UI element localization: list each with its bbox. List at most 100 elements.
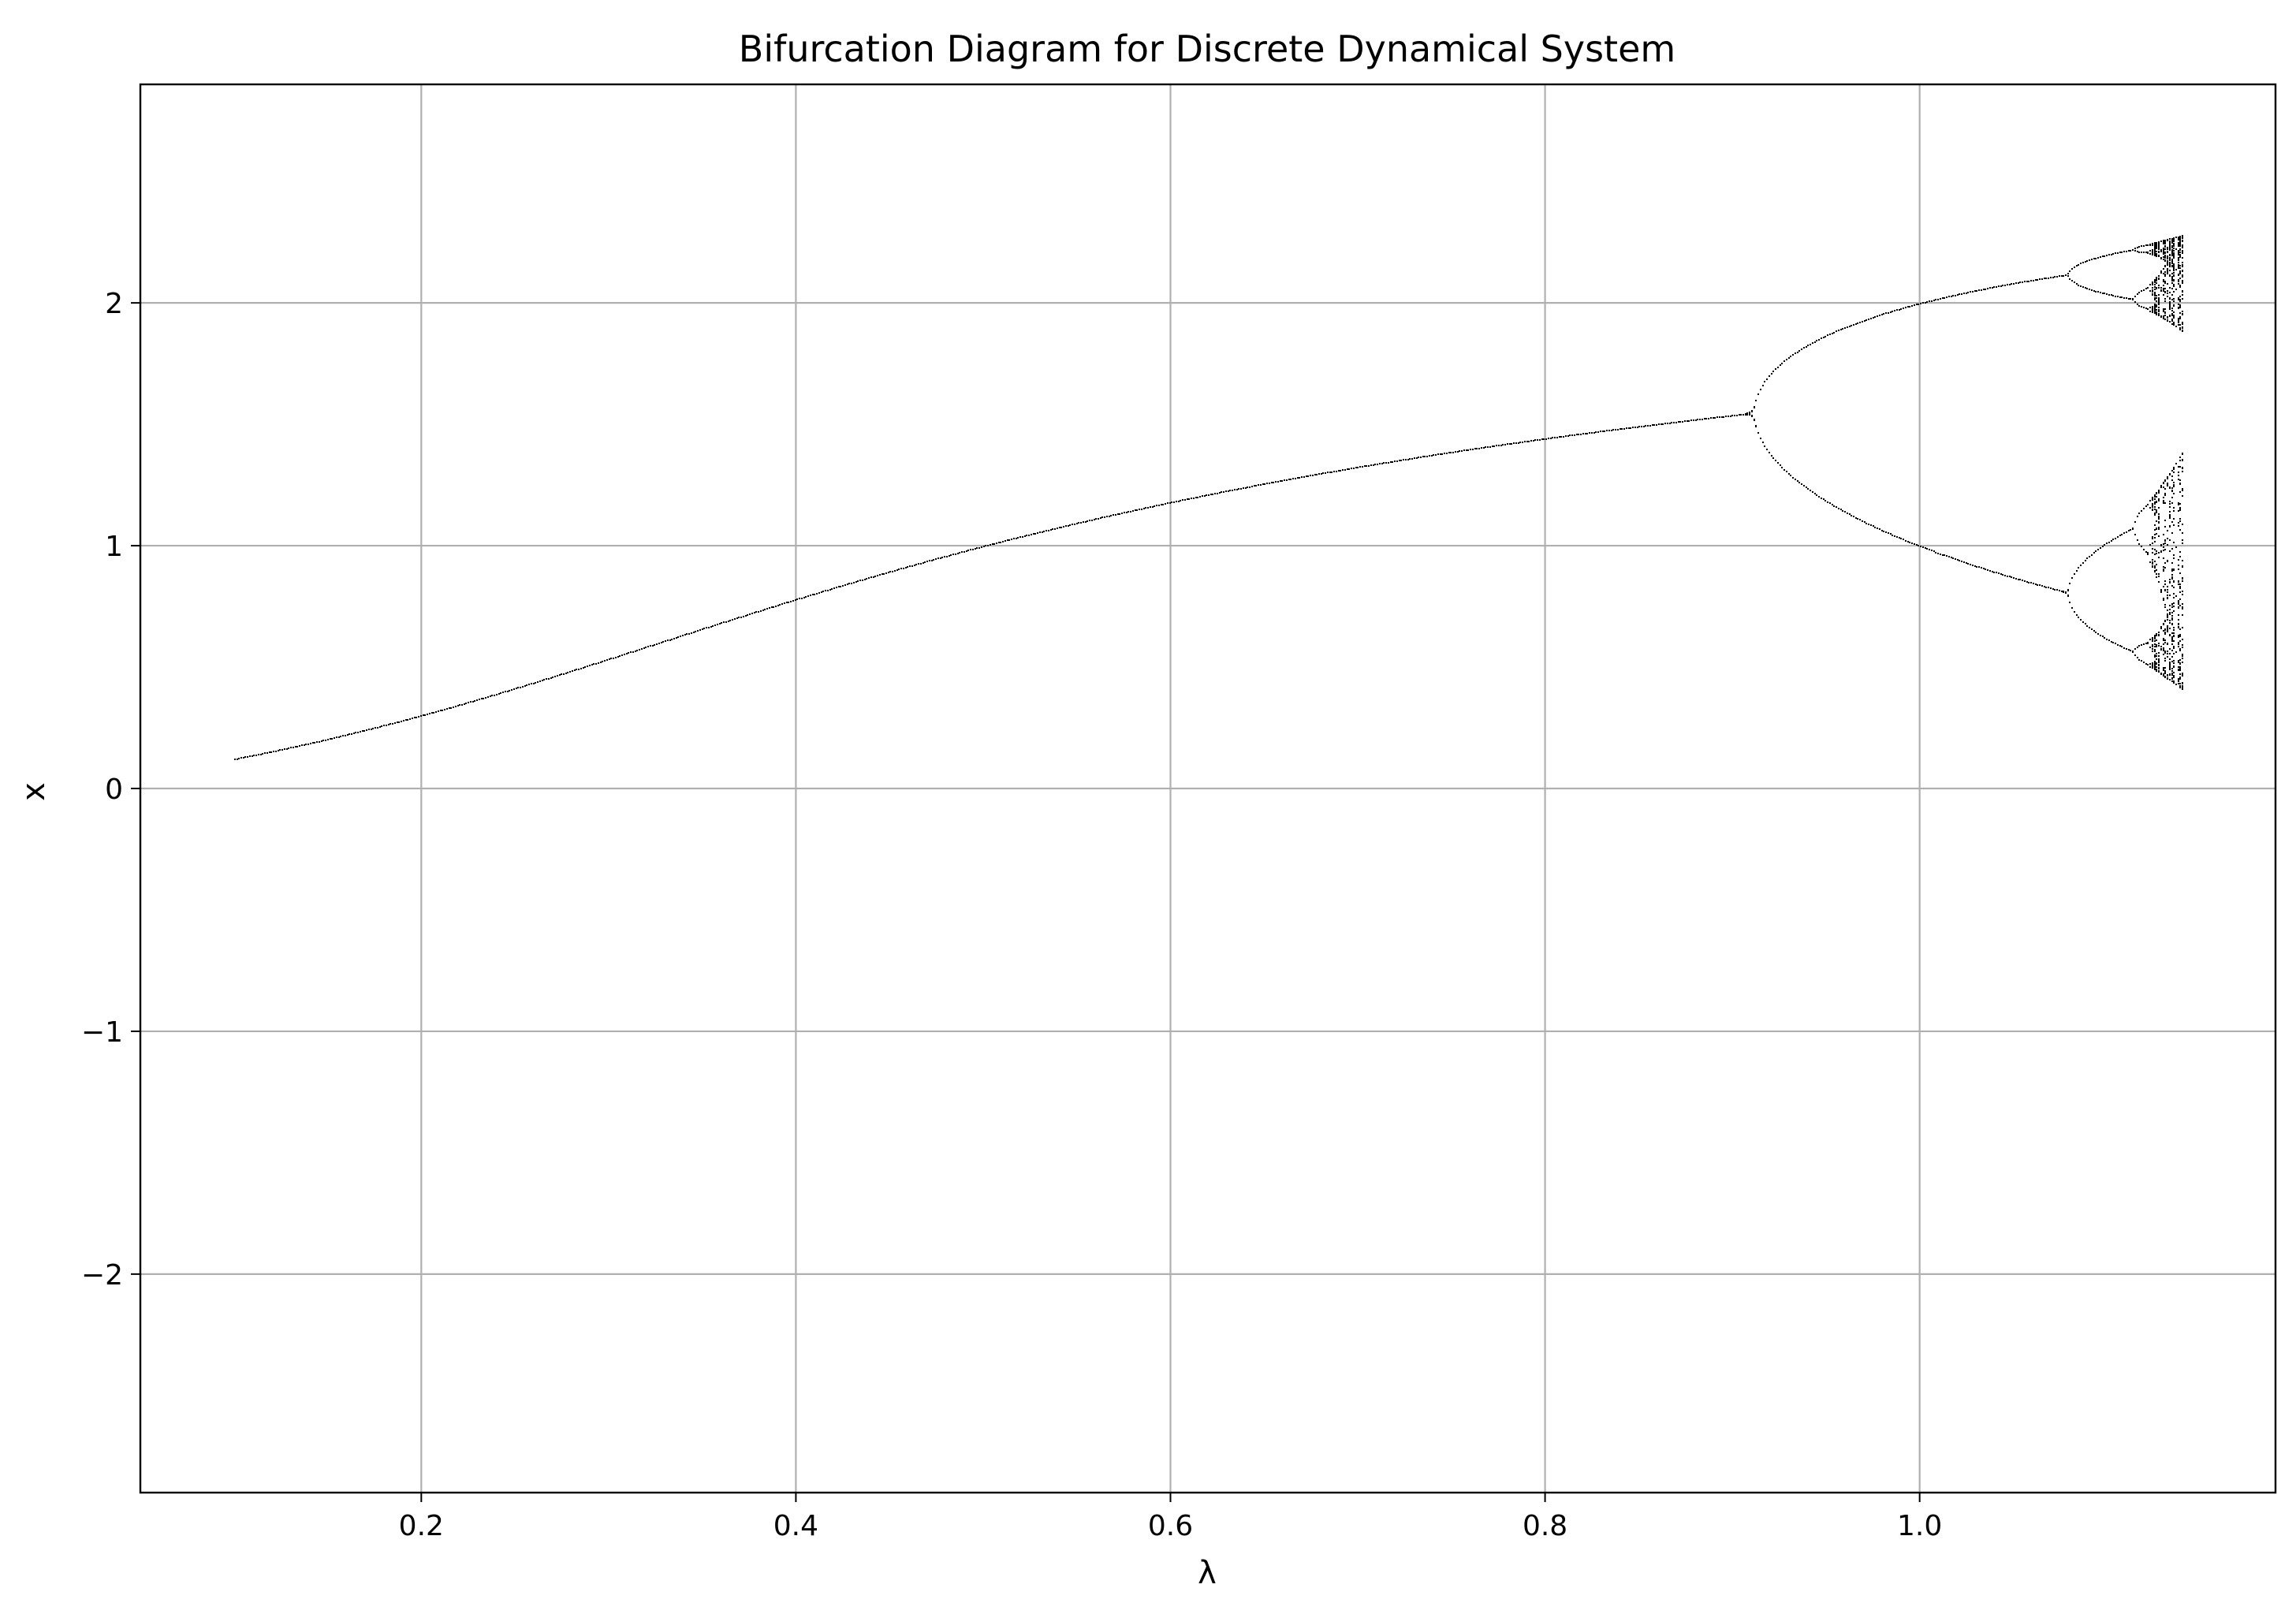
data-point bbox=[1772, 371, 1774, 372]
data-point bbox=[2171, 570, 2173, 572]
data-point bbox=[1771, 455, 1772, 457]
data-point bbox=[2173, 240, 2175, 242]
y-axis-label: x bbox=[16, 782, 52, 801]
data-point bbox=[2171, 479, 2173, 481]
data-point bbox=[2093, 258, 2095, 259]
data-point bbox=[2171, 265, 2173, 267]
data-point bbox=[840, 586, 841, 587]
data-point bbox=[362, 730, 363, 732]
data-point bbox=[2167, 320, 2168, 322]
data-point bbox=[1013, 538, 1015, 539]
data-point bbox=[1435, 454, 1437, 456]
data-point bbox=[2173, 323, 2175, 325]
data-point bbox=[1019, 536, 1021, 538]
data-point bbox=[2164, 562, 2166, 564]
data-point bbox=[2182, 471, 2183, 472]
data-point bbox=[388, 724, 390, 725]
data-point bbox=[656, 643, 658, 645]
data-point bbox=[1245, 487, 1247, 489]
data-point bbox=[2154, 651, 2156, 652]
data-point bbox=[2169, 581, 2171, 583]
data-point bbox=[2145, 551, 2147, 553]
data-point bbox=[2171, 276, 2173, 278]
data-point bbox=[635, 651, 636, 652]
data-point bbox=[2059, 275, 2060, 277]
data-point bbox=[1593, 432, 1595, 434]
data-point bbox=[2134, 248, 2136, 249]
data-point bbox=[1416, 457, 1418, 459]
data-point bbox=[2063, 275, 2064, 277]
data-point bbox=[1197, 497, 1198, 498]
data-point bbox=[662, 641, 664, 643]
data-point bbox=[1989, 570, 1991, 572]
data-point bbox=[2158, 275, 2160, 277]
data-point bbox=[2156, 280, 2157, 281]
data-point bbox=[998, 542, 1000, 543]
data-point bbox=[1348, 468, 1350, 470]
data-point bbox=[1797, 480, 1798, 482]
data-point bbox=[2173, 285, 2175, 287]
data-point bbox=[2182, 614, 2183, 616]
data-point bbox=[2149, 290, 2151, 292]
data-point bbox=[2171, 320, 2173, 322]
data-point bbox=[2152, 666, 2153, 668]
data-point bbox=[2164, 248, 2166, 250]
data-point bbox=[2171, 678, 2173, 680]
data-point bbox=[2154, 281, 2156, 283]
data-point bbox=[2158, 311, 2160, 312]
data-point bbox=[2082, 286, 2084, 288]
data-point bbox=[1511, 443, 1512, 445]
data-point bbox=[1877, 315, 1878, 317]
data-point bbox=[1959, 560, 1960, 561]
data-point bbox=[2149, 311, 2151, 312]
data-point bbox=[1167, 502, 1168, 504]
data-point bbox=[1983, 568, 1985, 569]
data-point bbox=[1154, 505, 1155, 507]
data-point bbox=[284, 748, 285, 750]
data-point bbox=[1534, 439, 1536, 441]
data-point bbox=[2158, 661, 2160, 662]
data-point bbox=[706, 627, 707, 628]
data-point bbox=[2158, 581, 2160, 583]
data-point bbox=[2156, 509, 2157, 511]
data-point bbox=[2044, 278, 2045, 279]
data-point bbox=[1373, 464, 1374, 466]
data-point bbox=[1855, 517, 1857, 519]
data-point bbox=[2173, 267, 2175, 268]
data-point bbox=[2156, 287, 2157, 289]
data-point bbox=[2167, 643, 2168, 645]
data-point bbox=[2182, 580, 2183, 582]
data-point bbox=[2018, 579, 2019, 580]
data-point bbox=[1866, 319, 1867, 321]
data-point bbox=[2149, 253, 2151, 255]
data-point bbox=[975, 548, 976, 550]
data-point bbox=[2167, 560, 2168, 561]
data-point bbox=[1489, 446, 1491, 448]
data-point bbox=[2147, 252, 2149, 254]
data-point bbox=[394, 722, 396, 724]
data-point bbox=[2171, 323, 2173, 325]
data-point bbox=[2169, 308, 2171, 309]
data-point bbox=[1184, 499, 1186, 501]
data-point bbox=[583, 667, 584, 669]
data-point bbox=[2117, 536, 2119, 538]
data-point bbox=[1824, 336, 1826, 337]
data-point bbox=[714, 624, 716, 626]
data-point bbox=[2179, 312, 2181, 314]
data-point bbox=[431, 712, 433, 714]
data-point bbox=[2167, 317, 2168, 319]
data-point bbox=[2171, 280, 2173, 281]
data-point bbox=[2007, 576, 2008, 577]
data-point bbox=[2163, 500, 2164, 501]
data-point bbox=[2171, 319, 2173, 320]
data-point bbox=[2182, 290, 2183, 292]
data-point bbox=[2164, 292, 2166, 293]
scatter-points bbox=[234, 235, 2183, 760]
x-axis-label: λ bbox=[1198, 1555, 1217, 1591]
data-point bbox=[301, 744, 303, 746]
data-point bbox=[2013, 577, 2015, 579]
data-point bbox=[1993, 286, 1995, 288]
data-point bbox=[2158, 307, 2160, 308]
data-point bbox=[1379, 463, 1381, 464]
